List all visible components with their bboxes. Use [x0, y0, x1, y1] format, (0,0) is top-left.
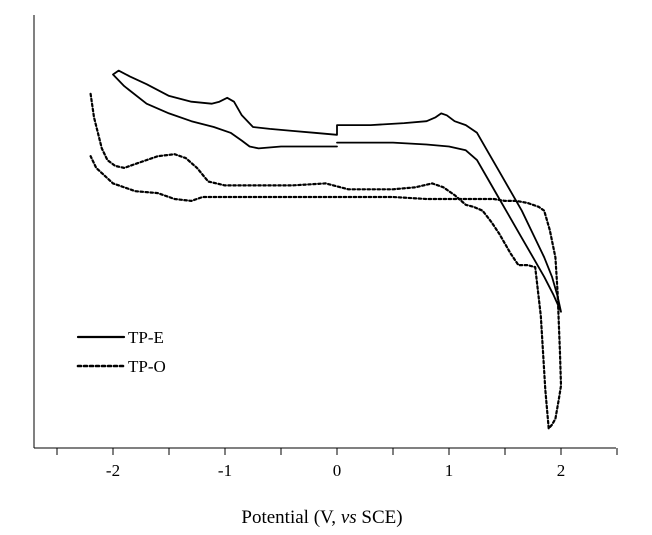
legend-label-tp-o: TP-O [128, 357, 166, 376]
series-tp-o [89, 92, 563, 430]
legend: TP-E TP-O [76, 328, 166, 376]
plot-frame [33, 15, 616, 449]
plot-series [89, 69, 563, 430]
x-tick-label: 2 [557, 461, 566, 480]
x-axis-label-part-3: SCE) [357, 507, 403, 528]
x-axis-ticks [56, 448, 618, 455]
x-tick-label: 0 [333, 461, 342, 480]
x-axis-label-part-2: vs [341, 507, 357, 528]
legend-label-tp-e: TP-E [128, 328, 164, 347]
series-tp-e [112, 69, 562, 313]
x-axis-tick-labels: -2 -1 0 1 2 [106, 461, 565, 480]
x-axis-label-part-1: Potential (V, [241, 507, 340, 528]
x-axis-label: Potential (V, vs SCE) [241, 507, 402, 528]
x-tick-label: -1 [218, 461, 232, 480]
x-tick-label: -2 [106, 461, 120, 480]
x-tick-label: 1 [445, 461, 454, 480]
